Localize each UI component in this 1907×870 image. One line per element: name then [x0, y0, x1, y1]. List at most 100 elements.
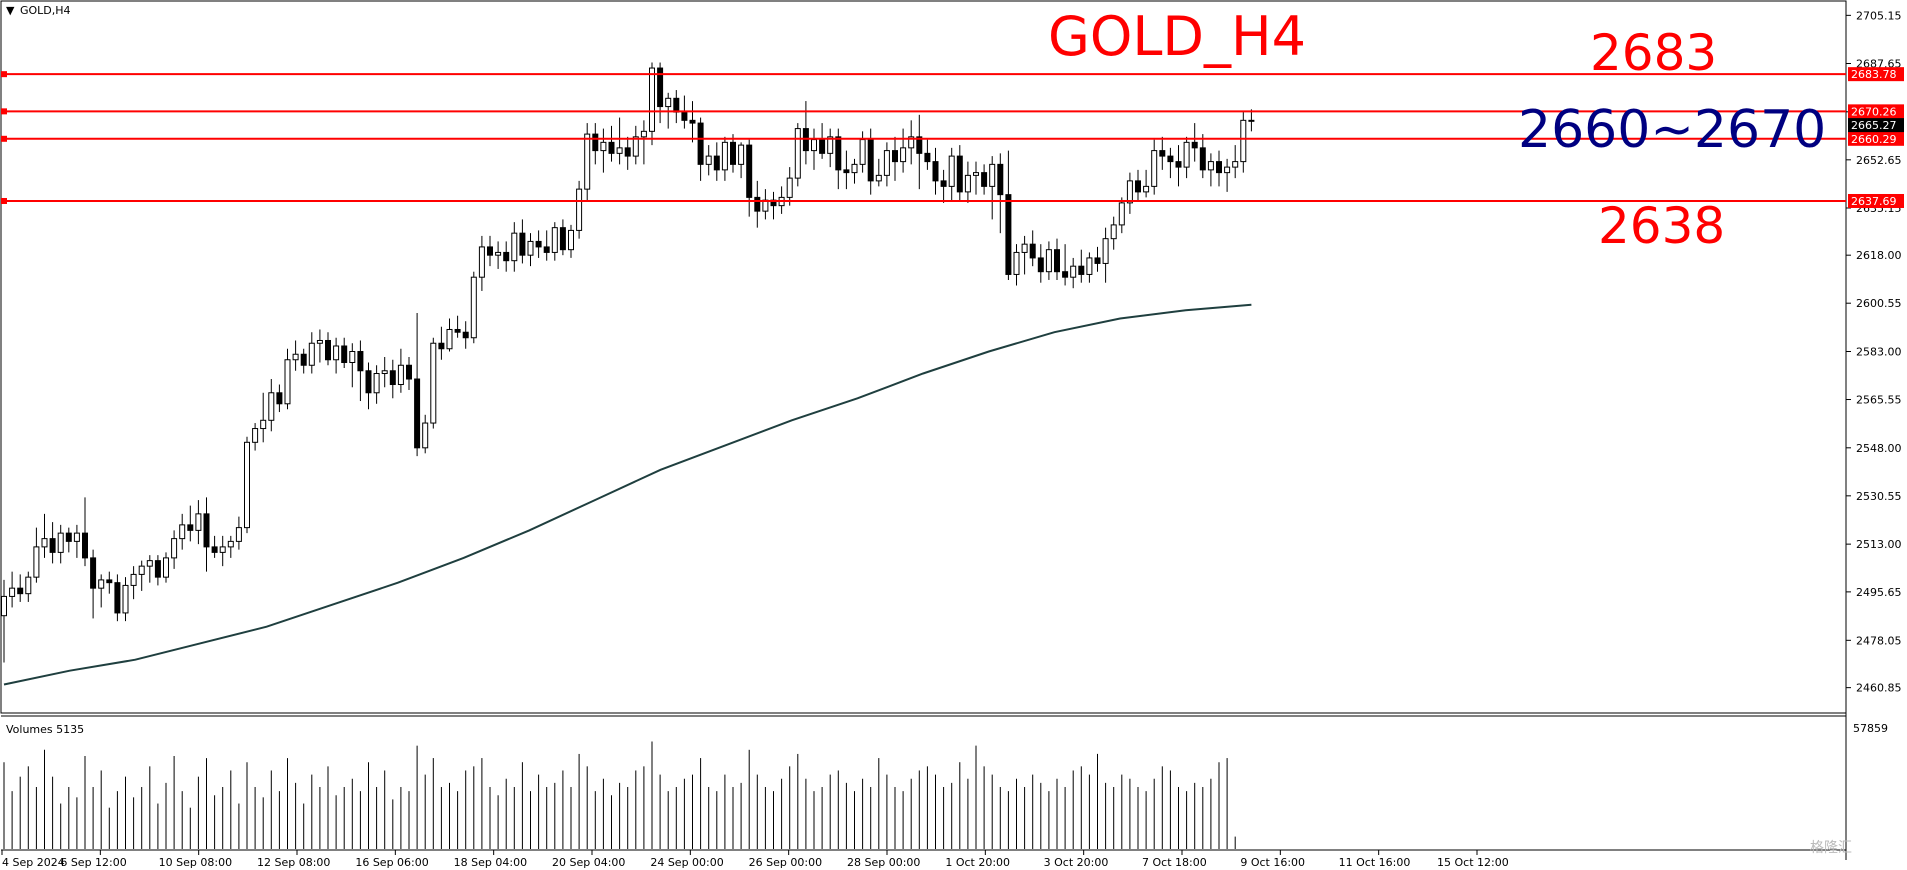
title-annotation: GOLD_H4: [1048, 5, 1306, 68]
candle-body: [1126, 180, 1133, 204]
price-tick-label: 2600.55: [1856, 297, 1902, 310]
candle-body: [875, 174, 882, 182]
candle-body: [406, 364, 412, 380]
candle-body: [268, 392, 275, 421]
candle-body: [1199, 147, 1206, 171]
candle-body: [478, 246, 485, 278]
level-anchor-left: [1, 71, 7, 78]
candle-body: [827, 136, 834, 154]
candle-body: [851, 163, 858, 174]
time-label: 15 Oct 12:00: [1437, 856, 1509, 869]
price-tick-label: 2618.00: [1856, 249, 1902, 262]
candle-body: [179, 524, 186, 540]
candle-body: [1086, 257, 1093, 275]
candle-body: [794, 128, 801, 179]
level-lines: [1, 71, 1846, 204]
candle-body: [754, 196, 761, 212]
candle-body: [721, 141, 728, 171]
candle-body: [1013, 251, 1020, 275]
time-label: 12 Sep 08:00: [257, 856, 330, 869]
time-label: 24 Sep 00:00: [650, 856, 723, 869]
ma-line: [3, 303, 1252, 686]
candle-body: [964, 174, 971, 193]
price-tick-label: 2495.65: [1856, 586, 1902, 599]
candle-body: [365, 370, 372, 394]
candle-body: [592, 133, 599, 152]
candle-body: [932, 161, 939, 182]
dropdown-arrow-icon[interactable]: ▼: [6, 4, 15, 17]
candle-body: [819, 139, 826, 154]
candle-body: [705, 155, 712, 165]
symbol-label: GOLD,H4: [20, 4, 71, 17]
candle-body: [33, 546, 40, 578]
volume-label: Volumes 5135: [6, 723, 84, 736]
candle-body: [786, 177, 793, 198]
level-tag-label: 2670.26: [1851, 105, 1897, 118]
candle-body: [235, 527, 242, 542]
time-label: 3 Oct 20:00: [1044, 856, 1109, 869]
level-tag-label: 2683.78: [1851, 68, 1897, 81]
candle-body: [1143, 185, 1150, 193]
level-anchor-left: [1, 108, 7, 115]
price-tick-label: 2705.15: [1856, 9, 1902, 22]
level-anchor-left: [1, 197, 7, 204]
candle-body: [138, 565, 145, 575]
candle-body: [1183, 141, 1190, 168]
price-tick-label: 2530.55: [1856, 490, 1902, 503]
candle-body: [308, 342, 315, 366]
candle-body: [219, 546, 226, 553]
price-tick-label: 2478.05: [1856, 634, 1902, 647]
time-label: 26 Sep 00:00: [749, 856, 822, 869]
candle-body: [1, 595, 7, 617]
candle-body: [389, 370, 396, 386]
current-price-tag-label: 2665.27: [1851, 119, 1897, 132]
time-label: 10 Sep 08:00: [159, 856, 232, 869]
candle-body: [697, 122, 704, 165]
candle-body: [713, 155, 720, 171]
candle-body: [843, 169, 850, 174]
time-label: 20 Sep 04:00: [552, 856, 625, 869]
candle-body: [916, 136, 923, 154]
candle-body: [130, 573, 137, 586]
candle-body: [1062, 271, 1069, 278]
candle-body: [154, 560, 161, 578]
candle-body: [163, 557, 169, 578]
candle-body: [859, 139, 866, 165]
candle-body: [973, 172, 979, 176]
candle-body: [114, 582, 121, 614]
candle-body: [924, 152, 931, 163]
price-tick-label: 2583.00: [1856, 345, 1902, 358]
candle-body: [446, 328, 453, 350]
candle-body: [325, 339, 331, 361]
time-label: 16 Sep 06:00: [355, 856, 428, 869]
candle-body: [559, 227, 566, 251]
level-tag-label: 2660.29: [1851, 133, 1897, 146]
time-label: 9 Oct 16:00: [1240, 856, 1305, 869]
candle-body: [454, 328, 461, 333]
candle-body: [503, 251, 510, 262]
candle-body: [106, 579, 113, 584]
candle-body: [1110, 224, 1117, 240]
resistance-annotation: 2683: [1590, 24, 1717, 82]
candle-body: [673, 97, 680, 113]
volume-bars: [3, 741, 1236, 849]
candle-body: [397, 364, 404, 386]
candle-body: [940, 180, 947, 187]
zone-annotation: 2660~2670: [1518, 100, 1826, 160]
candle-body: [438, 342, 445, 350]
level-tag-bg: [1848, 67, 1904, 82]
candle-body: [470, 276, 477, 339]
candle-body: [462, 331, 469, 339]
candle-body: [1005, 194, 1012, 275]
candle-body: [1207, 161, 1214, 171]
candle-body: [632, 136, 639, 157]
candle-body: [1094, 257, 1101, 264]
candle-body: [381, 370, 388, 375]
support-annotation: 2638: [1598, 197, 1725, 255]
candle-body: [487, 246, 493, 256]
candle-body: [584, 133, 591, 190]
candle-body: [1037, 257, 1044, 273]
candle-body: [300, 353, 307, 366]
candle-body: [1045, 249, 1052, 273]
